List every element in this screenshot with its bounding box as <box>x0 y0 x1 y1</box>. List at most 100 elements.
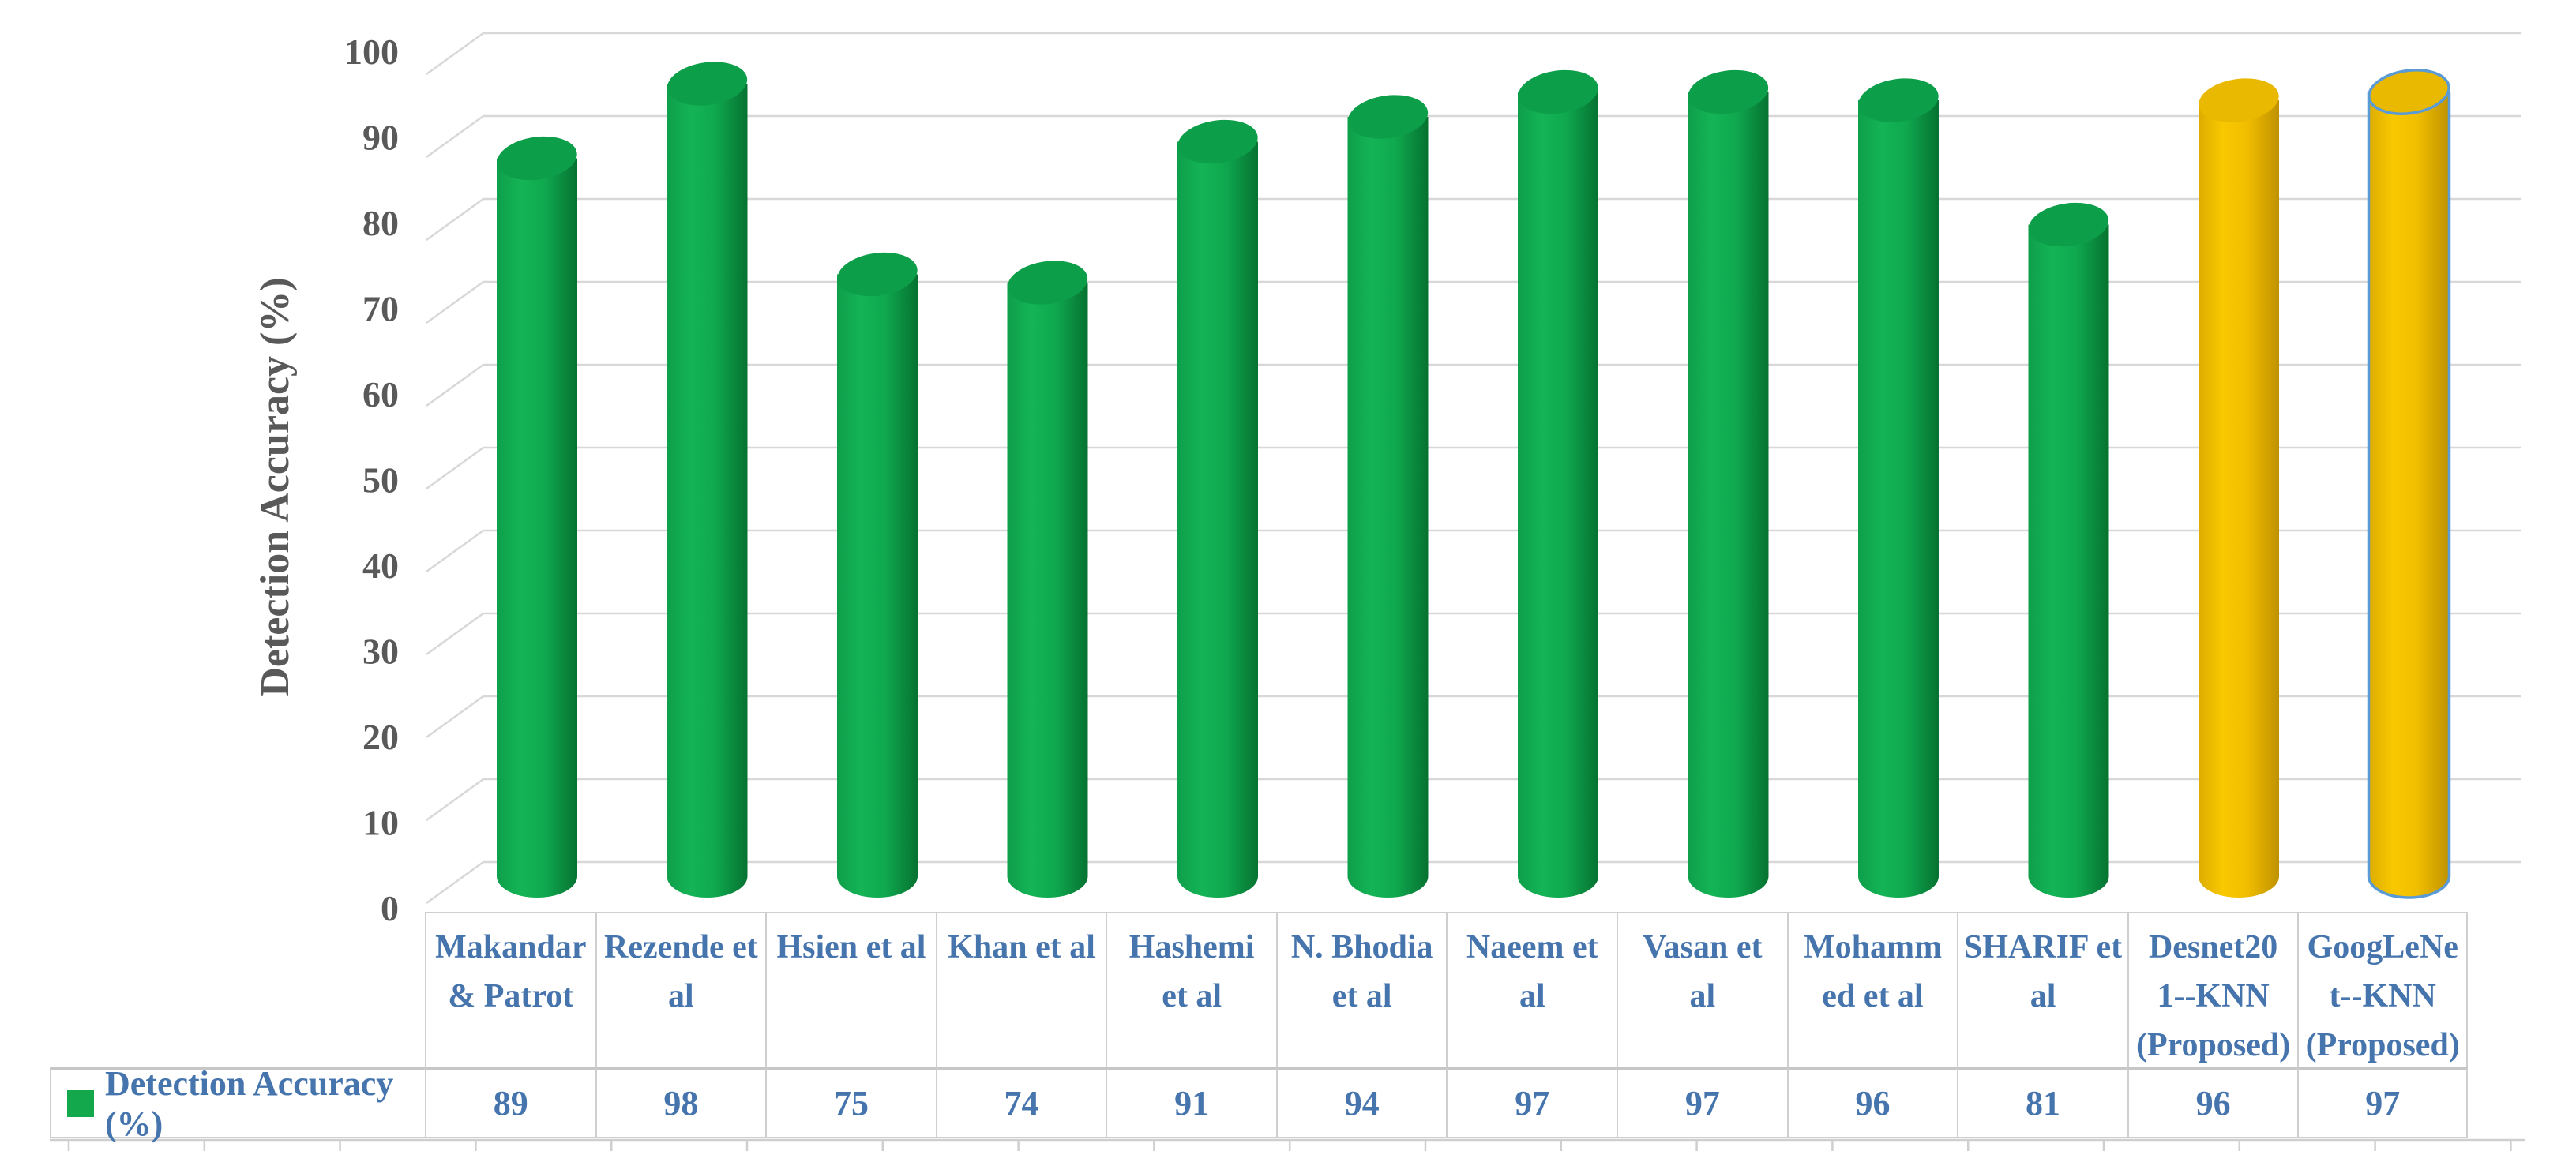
category-header-line: t--KNN <box>2329 978 2436 1014</box>
y-tick-label: 0 <box>381 888 399 928</box>
cylinder-bar <box>2199 78 2279 898</box>
category-header-line: N. Bhodia <box>1290 929 1433 965</box>
category-header-cell: Khan et al <box>935 912 1106 1067</box>
category-header-line: SHARIF et <box>1963 929 2123 965</box>
category-header-line: Makandar <box>435 929 587 965</box>
cylinder-bar <box>1858 78 1939 898</box>
gridline-diagonal <box>426 32 484 76</box>
category-header-cell: Hashemi et al <box>1106 912 1276 1067</box>
gridline-diagonal <box>426 778 484 822</box>
category-header-line: Desnet20 <box>2148 929 2278 965</box>
bar-top-cap <box>1688 69 1769 114</box>
bar-body <box>1177 141 1258 876</box>
category-header-line: al <box>1689 978 1716 1014</box>
value-cell: 96 <box>2127 1067 2298 1138</box>
gridline-diagonal <box>426 197 484 242</box>
category-header-cell: Mohamm ed et al <box>1786 912 1958 1067</box>
bar-top-cap <box>837 252 918 297</box>
cylinder-bars-group <box>497 62 2451 899</box>
cylinder-bar <box>1688 69 1769 898</box>
category-header-line: Rezende et <box>603 929 758 965</box>
category-header-line: GoogLeNe <box>2307 929 2458 965</box>
category-header-line: et al <box>1331 978 1392 1014</box>
value-cell: 94 <box>1275 1067 1447 1138</box>
category-header-line: Hsien et al <box>776 929 926 965</box>
y-tick-label: 80 <box>362 203 399 243</box>
bar-top-cap <box>1347 95 1429 139</box>
category-header-cell: Vasan et al <box>1617 912 1787 1067</box>
y-axis-tick-labels: 0 10 20 30 40 50 60 70 80 90 100 <box>344 32 399 928</box>
category-header-line: al <box>1519 978 1545 1014</box>
y-tick-label: 20 <box>362 717 399 757</box>
value-cell: 98 <box>595 1067 766 1138</box>
cylinder-bar <box>1007 261 1088 898</box>
gridline-diagonal <box>426 860 484 905</box>
bar-body <box>2368 92 2450 876</box>
bar-body <box>2028 224 2109 876</box>
y-axis-title: Detection Accuracy (%) <box>253 277 298 696</box>
category-header-line: (Proposed) <box>2136 1027 2291 1063</box>
category-header-line: al <box>2030 978 2056 1014</box>
category-header-cell: N. Bhodia et al <box>1275 912 1447 1067</box>
legend-label: Detection Accuracy (%) <box>105 1063 394 1143</box>
value-cell: 91 <box>1106 1067 1276 1138</box>
bar-top-cap <box>1518 69 1598 114</box>
y-tick-label: 10 <box>362 803 399 843</box>
gridline-diagonal <box>426 612 484 656</box>
category-header-line: Mohamm <box>1803 929 1942 965</box>
cylinder-bar <box>1518 69 1598 898</box>
value-cell: 96 <box>1786 1067 1958 1138</box>
cylinder-bar <box>2028 202 2109 898</box>
value-cell: 97 <box>1446 1067 1617 1138</box>
y-tick-label: 70 <box>362 289 399 329</box>
bar-body <box>667 84 748 876</box>
category-header-cell: SHARIF et al <box>1957 912 2127 1067</box>
bar-selection-outline-top <box>2368 69 2450 115</box>
cylinder-bar <box>2367 69 2451 899</box>
bar-top-cap <box>1007 261 1088 305</box>
bottom-axis-ticks <box>50 1138 2525 1151</box>
category-header-cell: Naeem et al <box>1446 912 1617 1067</box>
category-header-cell: Rezende et al <box>595 912 766 1067</box>
bar-body <box>1858 100 1939 876</box>
y-tick-label: 50 <box>362 460 399 501</box>
bar-body <box>1347 117 1429 876</box>
value-cell: 75 <box>765 1067 936 1138</box>
category-header-cell: GoogLeNe t--KNN (Proposed) <box>2297 912 2468 1067</box>
bar-body <box>497 158 577 876</box>
bar-top-cap <box>2199 78 2279 122</box>
category-header-line: Hashemi <box>1128 929 1255 965</box>
y-tick-label: 60 <box>362 374 399 414</box>
value-cell: 89 <box>425 1067 595 1138</box>
category-header-line: Khan et al <box>948 929 1095 965</box>
bar-top-cap <box>2368 69 2450 114</box>
y-tick-label: 40 <box>362 546 399 586</box>
y-tick-label: 30 <box>362 632 399 672</box>
bar-body <box>837 274 918 876</box>
cylinder-bar <box>837 252 918 898</box>
cylinder-bar <box>497 136 577 898</box>
category-header-line: 1--KNN <box>2157 978 2270 1014</box>
table-corner-spacer <box>50 912 425 1067</box>
gridline-diagonal <box>426 363 484 407</box>
category-header-line: ed et al <box>1822 978 1924 1014</box>
bar-top-cap <box>667 62 748 106</box>
category-header-cell: Hsien et al <box>765 912 936 1067</box>
value-cell: 74 <box>935 1067 1106 1138</box>
category-header-line: Vasan et <box>1643 929 1763 965</box>
gridline-diagonal <box>426 529 484 573</box>
gridline-diagonal <box>426 695 484 739</box>
bar-body <box>1007 283 1088 876</box>
cylinder-bar <box>667 62 748 898</box>
bar-selection-outline <box>2367 92 2451 899</box>
legend-color-swatch <box>67 1089 94 1117</box>
y-tick-label: 90 <box>362 118 399 158</box>
category-header-cell: Desnet20 1--KNN (Proposed) <box>2127 912 2298 1067</box>
bar-top-cap <box>497 136 577 181</box>
data-table: Detection Accuracy (%) Makandar & Patrot R… <box>50 912 2468 1143</box>
bar-body <box>1518 92 1598 876</box>
gridline-diagonal <box>426 280 484 324</box>
category-header-line: et al <box>1162 978 1222 1014</box>
category-header-line: & Patrot <box>448 978 574 1014</box>
bar-body <box>1688 92 1769 876</box>
